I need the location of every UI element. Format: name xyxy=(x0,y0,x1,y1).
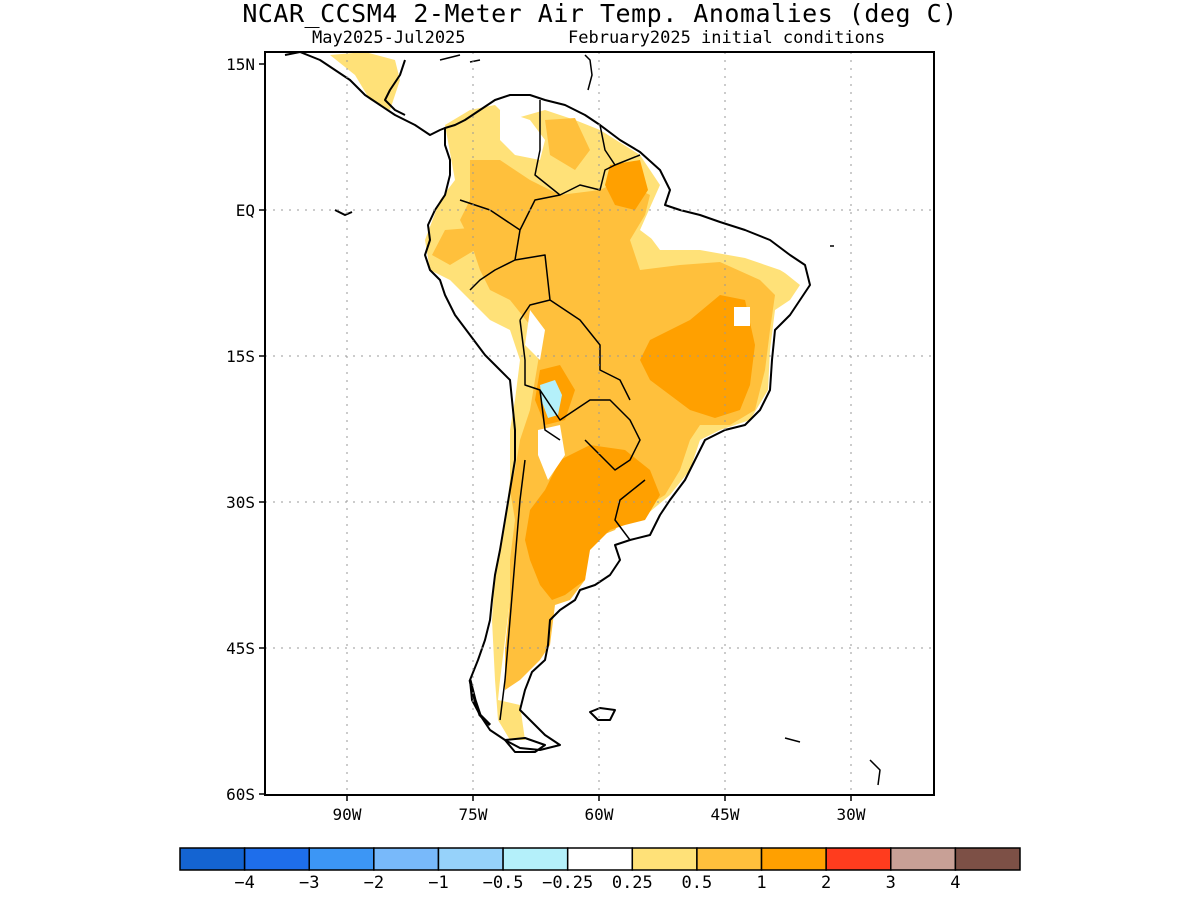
lon-label-60w: 60W xyxy=(585,805,614,824)
legend-label-5: −0.25 xyxy=(542,873,593,893)
lat-axis xyxy=(259,63,265,795)
caribbean-islands xyxy=(439,54,834,247)
initial-conditions: February2025 initial conditions xyxy=(568,28,886,48)
anomaly-shading xyxy=(330,52,805,740)
legend-swatch-1 xyxy=(243,847,310,871)
caribbean-coast xyxy=(384,59,406,116)
legend-label-8: 1 xyxy=(756,873,766,893)
lon-label-30w: 30W xyxy=(837,805,866,824)
south-america-coast xyxy=(424,94,811,751)
map-title: NCAR_CCSM4 2-Meter Air Temp. Anomalies (… xyxy=(242,0,958,28)
legend-swatch-4 xyxy=(437,847,504,871)
forecast-period: May2025-Jul2025 xyxy=(312,28,466,48)
legend-label-0: −4 xyxy=(234,873,254,893)
legend-swatch-2 xyxy=(308,847,375,871)
legend-label-6: 0.25 xyxy=(612,873,653,893)
color-legend-labels: −4 −3 −2 −1 −0.5 −0.25 0.25 0.5 1 2 3 4 xyxy=(234,873,960,893)
anomaly-band-1-2 xyxy=(525,160,755,600)
lon-label-90w: 90W xyxy=(333,805,362,824)
legend-swatch-3 xyxy=(373,847,440,871)
lat-label-45s: 45S xyxy=(226,639,255,658)
legend-label-2: −2 xyxy=(364,873,384,893)
legend-swatch-11 xyxy=(890,847,957,871)
lon-label-75w: 75W xyxy=(459,805,488,824)
legend-label-4: −0.5 xyxy=(483,873,524,893)
coastlines xyxy=(284,52,881,786)
galapagos-islands xyxy=(334,209,353,216)
legend-label-10: 3 xyxy=(886,873,896,893)
country-borders xyxy=(459,100,646,721)
legend-swatch-9 xyxy=(760,847,827,871)
lat-label-15n: 15N xyxy=(226,55,255,74)
legend-label-3: −1 xyxy=(428,873,448,893)
south-georgia xyxy=(784,737,801,743)
neutral-region-north xyxy=(500,110,805,285)
falkland-islands xyxy=(589,707,616,721)
lon-label-45w: 45W xyxy=(711,805,740,824)
legend-swatch-10 xyxy=(825,847,892,871)
color-legend xyxy=(179,847,1021,871)
legend-label-1: −3 xyxy=(299,873,319,893)
sandwich-islands xyxy=(869,759,881,786)
lat-label-eq: EQ xyxy=(236,201,255,220)
neutral-cell xyxy=(734,307,750,326)
legend-swatch-5 xyxy=(502,847,569,871)
lat-label-60s: 60S xyxy=(226,785,255,804)
lat-label-30s: 30S xyxy=(226,493,255,512)
legend-label-7: 0.5 xyxy=(682,873,713,893)
legend-swatch-7 xyxy=(631,847,698,871)
legend-label-11: 4 xyxy=(950,873,960,893)
lat-label-15s: 15S xyxy=(226,347,255,366)
tierra-del-fuego xyxy=(504,737,546,753)
legend-swatch-8 xyxy=(696,847,763,871)
chilean-fjords xyxy=(468,679,492,727)
legend-swatch-6 xyxy=(566,847,634,871)
legend-label-9: 2 xyxy=(821,873,831,893)
central-america-coast xyxy=(284,52,446,136)
legend-swatch-12 xyxy=(954,847,1021,871)
anomaly-band-neg-0.25 xyxy=(540,380,562,418)
lon-axis xyxy=(346,795,852,801)
legend-swatch-0 xyxy=(179,847,246,871)
anomaly-band-0.5-1 xyxy=(432,118,775,690)
